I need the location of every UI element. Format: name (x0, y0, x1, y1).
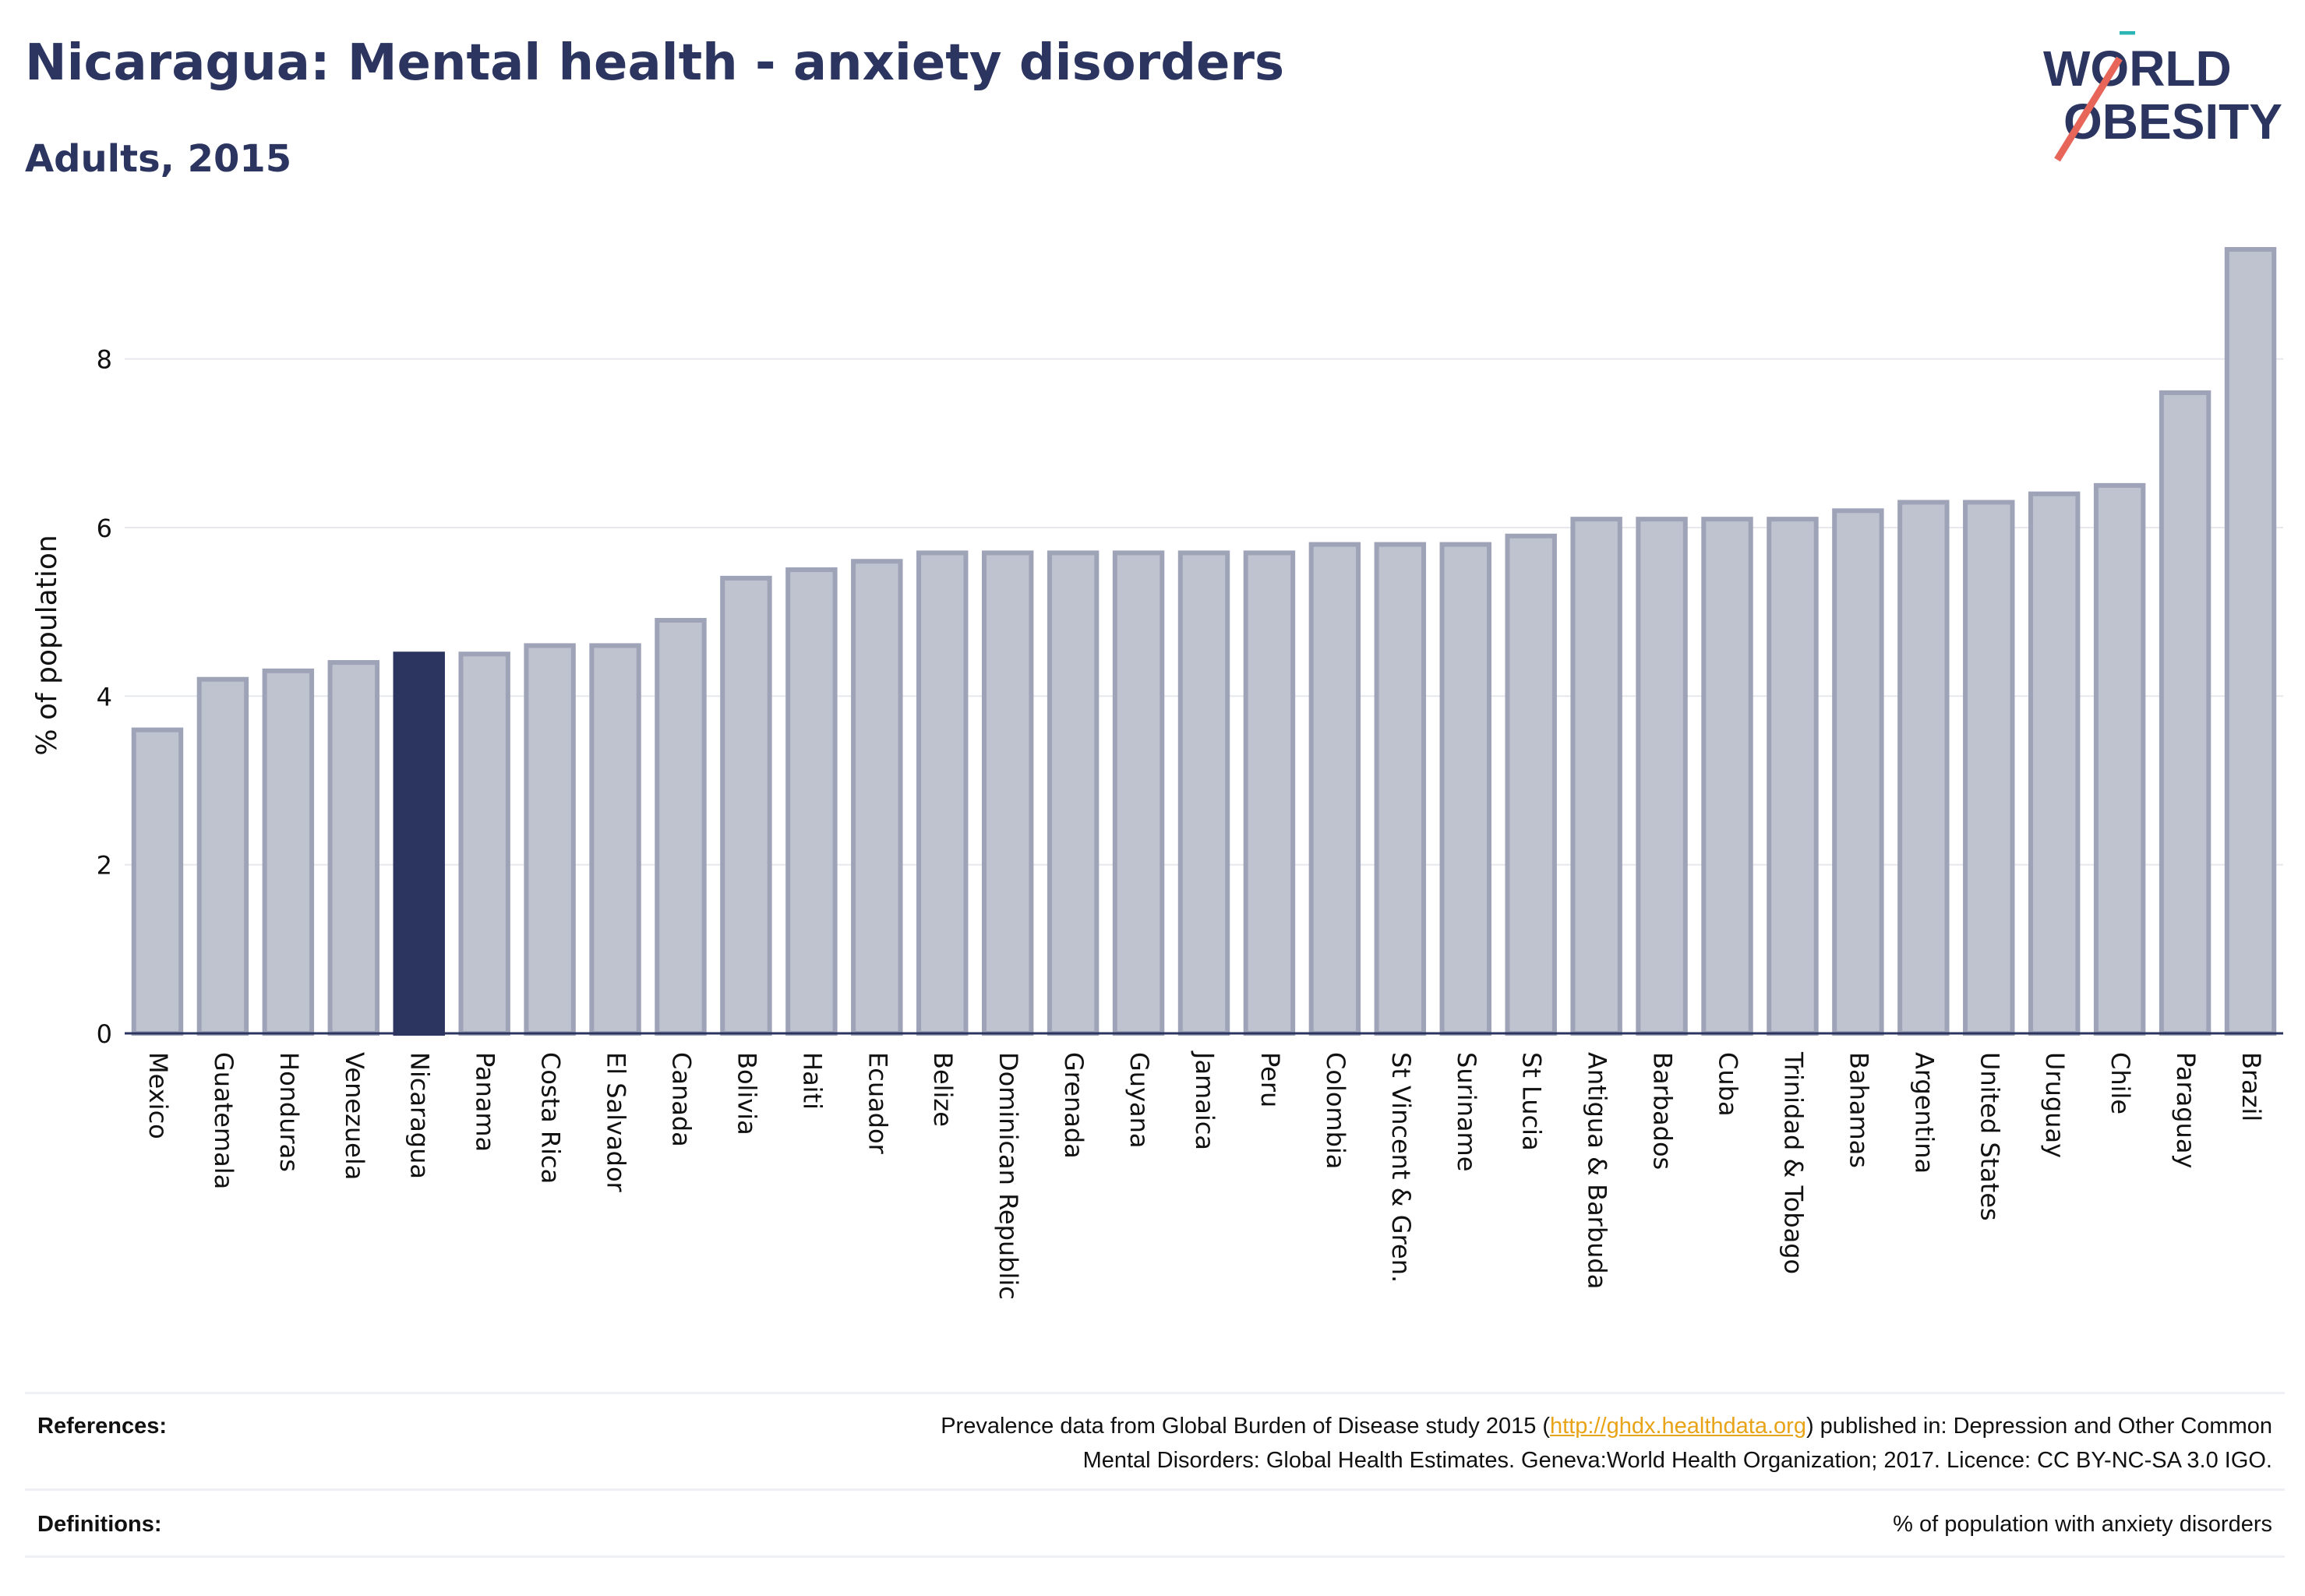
x-tick-label: Mexico (143, 1052, 173, 1139)
y-axis-label: % of population (31, 535, 63, 755)
bar-costa-rica (524, 643, 576, 1036)
x-tick-label: Honduras (274, 1052, 304, 1172)
bar-trinidad-tobago (1767, 517, 1819, 1036)
x-tick-label: Nicaragua (405, 1052, 435, 1179)
x-tick-label: St Vincent & Gren. (1386, 1052, 1416, 1283)
bar-canada (655, 617, 707, 1036)
bar-antigua-barbuda (1570, 517, 1622, 1036)
x-tick-label: Panama (471, 1052, 500, 1152)
bar-mexico (131, 727, 184, 1036)
bar-grenada (1047, 550, 1100, 1036)
references-line2: Mental Disorders: Global Health Estimate… (1082, 1448, 2272, 1473)
bar-brazil (2224, 247, 2277, 1036)
x-tick-label: Costa Rica (536, 1052, 566, 1184)
x-tick-label: Uruguay (2040, 1052, 2070, 1158)
references-text: Prevalence data from Global Burden of Di… (480, 1409, 2272, 1478)
logo-line1: WORLD (2043, 41, 2232, 97)
bar-peru (1243, 550, 1296, 1036)
bar-chile (2093, 482, 2146, 1036)
bar-nicaragua (393, 651, 445, 1036)
bar-paraguay (2159, 390, 2211, 1036)
bar-barbados (1636, 517, 1688, 1036)
y-tick-label: 2 (97, 851, 112, 881)
bar-honduras (262, 668, 315, 1036)
bar-bolivia (720, 575, 772, 1036)
x-tick-label: Belize (928, 1052, 958, 1127)
page-subtitle: Adults, 2015 (25, 137, 292, 181)
x-tick-label: Peru (1255, 1052, 1285, 1107)
references-label: References: (37, 1414, 168, 1439)
definitions-text: % of population with anxiety disorders (1893, 1512, 2272, 1537)
x-tick-label: Ecuador (863, 1052, 892, 1155)
bar-uruguay (2028, 491, 2081, 1036)
bar-venezuela (327, 660, 380, 1036)
divider-bottom (25, 1555, 2285, 1558)
bar-belize (916, 550, 969, 1036)
bar-guyana (1112, 550, 1165, 1036)
x-tick-label: Guatemala (209, 1052, 238, 1189)
bar-panama (458, 651, 510, 1036)
definitions-label: Definitions: (37, 1512, 162, 1537)
bar-jamaica (1177, 550, 1230, 1036)
x-tick-label: Bahamas (1844, 1052, 1873, 1168)
bar-dominican-republic (981, 550, 1034, 1036)
x-tick-label: Colombia (1321, 1052, 1350, 1169)
references-post: ) published in: Depression and Other Com… (1806, 1414, 2272, 1439)
x-tick-label: Jamaica (1190, 1050, 1220, 1150)
logo-line2: OBESITY (2063, 94, 2282, 150)
x-tick-label: Cuba (1714, 1052, 1743, 1117)
x-tick-label: Chile (2106, 1052, 2135, 1114)
bar-el-salvador (589, 643, 641, 1036)
references-pre: Prevalence data from Global Burden of Di… (941, 1414, 1551, 1439)
x-tick-label: Paraguay (2171, 1052, 2201, 1168)
bar-haiti (785, 567, 838, 1036)
references-link[interactable]: http://ghdx.healthdata.org (1550, 1414, 1806, 1439)
x-tick-label: Argentina (1909, 1052, 1939, 1174)
x-tick-label: United States (1975, 1052, 2004, 1221)
bar-st-lucia (1505, 533, 1557, 1036)
x-tick-label: Haiti (797, 1052, 827, 1110)
bar-bahamas (1832, 508, 1884, 1036)
x-tick-label: Dominican Republic (994, 1052, 1023, 1300)
logo-slash-coral (2054, 56, 2123, 162)
x-tick-label: Venezuela (340, 1052, 369, 1180)
x-tick-label: Barbados (1648, 1052, 1678, 1170)
bar-united-states (1963, 500, 2015, 1036)
x-tick-label: St Lucia (1517, 1052, 1547, 1151)
x-tick-label: Trinidad & Tobago (1778, 1051, 1808, 1274)
x-tick-label: Bolivia (732, 1052, 761, 1135)
world-obesity-logo: WORLD OBESITY (2043, 31, 2282, 162)
bar-suriname (1439, 542, 1491, 1036)
y-tick-label: 8 (97, 345, 112, 375)
x-tick-label: El Salvador (602, 1052, 631, 1193)
x-tick-label: Suriname (1452, 1052, 1481, 1171)
bar-st-vincent-gren- (1374, 542, 1427, 1036)
bar-cuba (1701, 517, 1753, 1036)
x-tick-label: Canada (666, 1052, 696, 1147)
bar-ecuador (851, 559, 903, 1036)
x-tick-label: Guyana (1124, 1052, 1154, 1149)
bar-guatemala (196, 676, 249, 1036)
bar-chart: 0 2 4 6 8 % of population Mexico Guatemala Hondu… (31, 247, 2283, 1300)
x-tick-label: Antigua & Barbuda (1583, 1052, 1612, 1289)
divider-middle (25, 1488, 2285, 1491)
bar-colombia (1308, 542, 1361, 1036)
y-tick-label: 0 (97, 1019, 112, 1049)
divider-top (25, 1392, 2285, 1394)
x-tick-label: Grenada (1059, 1052, 1089, 1159)
y-tick-label: 4 (97, 682, 112, 711)
bar-argentina (1897, 500, 1950, 1036)
page-title: Nicaragua: Mental health - anxiety disor… (25, 34, 1285, 92)
x-tick-label: Brazil (2236, 1052, 2266, 1121)
y-tick-label: 6 (97, 514, 112, 543)
